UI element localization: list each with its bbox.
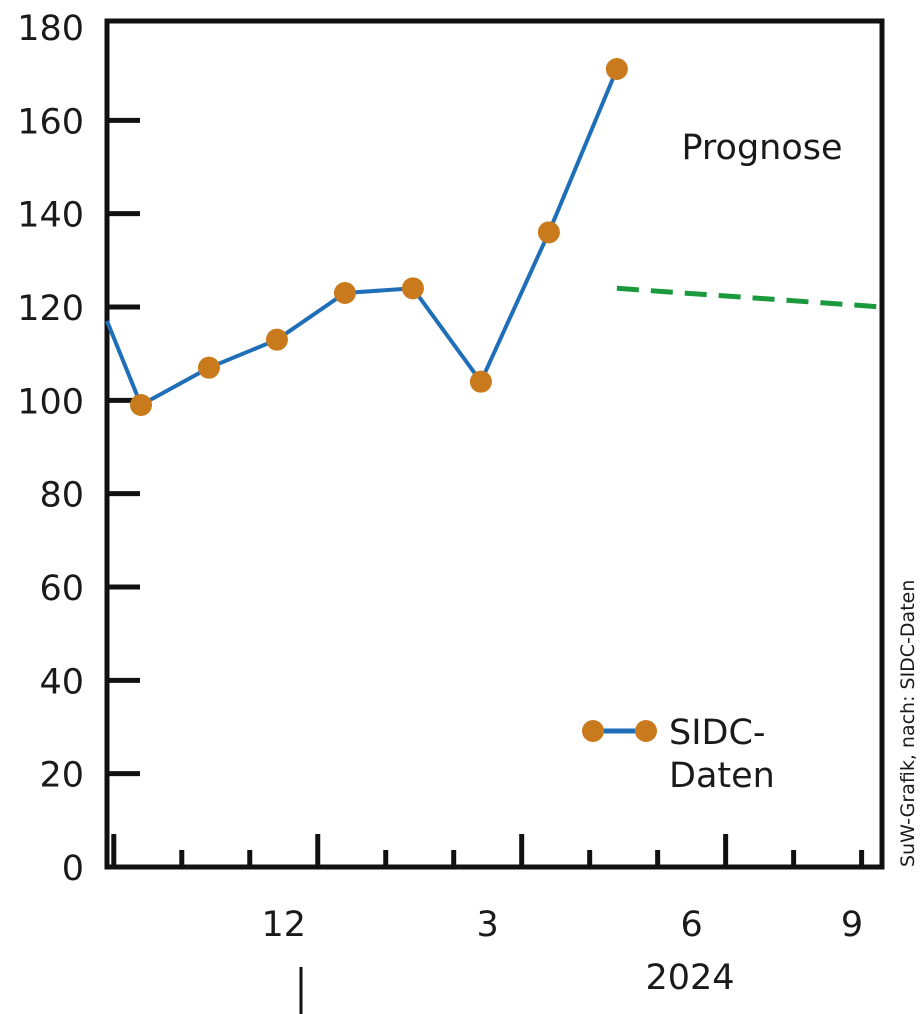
y-tick-label-120: 120 xyxy=(17,289,84,329)
y-tick-label-0: 0 xyxy=(62,849,84,889)
credit-label: SuW-Grafik, nach: SIDC-Daten xyxy=(897,580,919,867)
x-tick-label-3: 3 xyxy=(477,905,499,945)
data-point-2 xyxy=(197,356,220,379)
y-tick-label-100: 100 xyxy=(17,382,84,422)
y-tick-label-40: 40 xyxy=(39,662,84,702)
legend-marker-left xyxy=(582,720,604,742)
data-point-5 xyxy=(401,277,424,300)
x-tick-label-9: 9 xyxy=(841,905,863,945)
y-axis: 0 20 40 60 80 100 120 140 160 180 xyxy=(17,9,140,889)
y-tick-label-60: 60 xyxy=(39,569,84,609)
y-tick-label-140: 140 xyxy=(17,196,84,236)
legend-label-line2: Daten xyxy=(669,756,775,796)
x-tick-label-6: 6 xyxy=(681,905,703,945)
data-point-1 xyxy=(129,394,152,416)
plot-frame xyxy=(104,18,885,870)
forecast-line xyxy=(616,285,883,310)
annotation-prognose: Prognose xyxy=(681,128,842,168)
data-point-8 xyxy=(605,58,628,80)
x-tick-label-12: 12 xyxy=(261,905,306,945)
series-layer xyxy=(105,58,883,416)
y-tick-label-20: 20 xyxy=(39,756,84,796)
legend-label-line1: SIDC- xyxy=(669,713,766,753)
y-tick-label-80: 80 xyxy=(39,476,84,516)
y-tick-label-160: 160 xyxy=(17,102,84,142)
x-year-label: 2024 xyxy=(645,958,734,998)
legend: SIDC- Daten xyxy=(582,713,775,796)
data-point-6 xyxy=(469,370,492,393)
legend-marker-right xyxy=(635,720,657,742)
y-tick-label-180: 180 xyxy=(17,9,84,49)
data-point-3 xyxy=(265,328,288,351)
x-axis: 12 3 6 9 xyxy=(111,834,865,945)
data-point-7 xyxy=(537,221,560,244)
data-point-4 xyxy=(333,282,356,304)
